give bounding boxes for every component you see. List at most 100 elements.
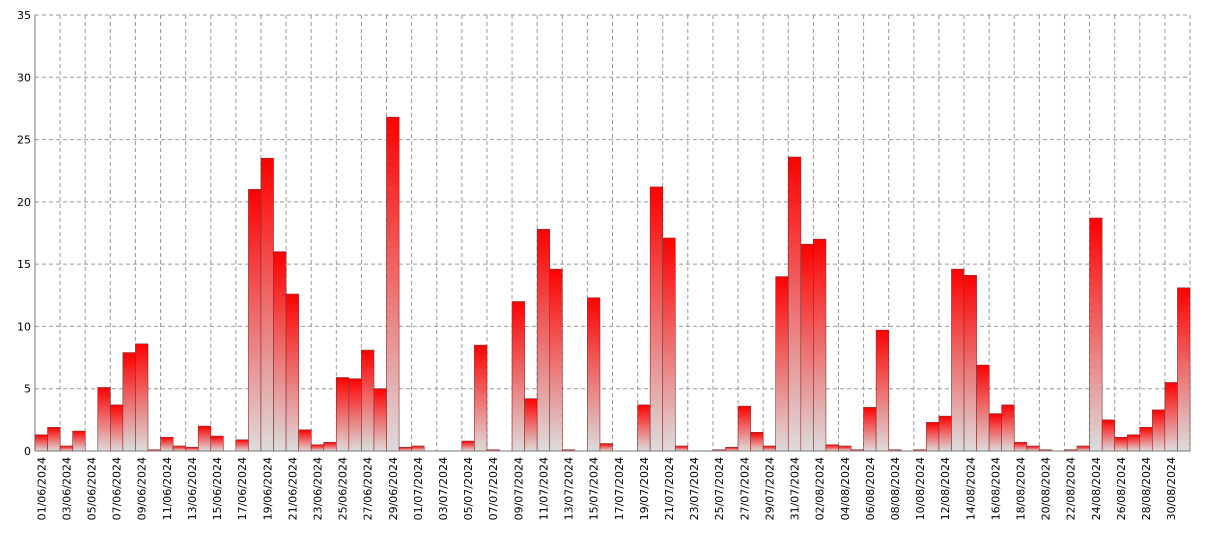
x-tick-label: 11/07/2024 bbox=[537, 457, 550, 520]
x-tick-label: 25/06/2024 bbox=[337, 457, 350, 520]
bar bbox=[813, 238, 827, 452]
bar bbox=[787, 156, 802, 452]
x-tick-label: 24/08/2024 bbox=[1090, 457, 1103, 520]
bar bbox=[1139, 427, 1153, 452]
bar bbox=[210, 435, 224, 452]
bar bbox=[938, 415, 952, 452]
bar bbox=[511, 301, 525, 452]
bar bbox=[587, 297, 601, 452]
bar bbox=[260, 157, 274, 452]
x-tick-label: 15/07/2024 bbox=[588, 457, 601, 520]
bar bbox=[775, 276, 789, 452]
bar bbox=[599, 443, 613, 452]
x-tick-label: 19/07/2024 bbox=[638, 457, 651, 520]
bar bbox=[348, 378, 362, 452]
bar bbox=[411, 445, 425, 452]
x-tick-label: 10/08/2024 bbox=[914, 457, 927, 520]
bar bbox=[536, 228, 551, 452]
y-tick-label: 20 bbox=[17, 196, 31, 209]
bar bbox=[1177, 287, 1191, 452]
y-tick-label: 5 bbox=[24, 383, 31, 396]
bar bbox=[185, 446, 199, 452]
x-tick-label: 13/06/2024 bbox=[186, 457, 199, 520]
bar bbox=[825, 444, 839, 452]
x-tick-label: 06/08/2024 bbox=[864, 457, 877, 520]
bar bbox=[197, 425, 212, 452]
x-tick-label: 31/07/2024 bbox=[789, 457, 802, 520]
bar bbox=[549, 268, 563, 452]
bar bbox=[838, 445, 852, 452]
x-tick-label: 23/06/2024 bbox=[311, 457, 324, 520]
x-tick-label: 16/08/2024 bbox=[989, 457, 1002, 520]
bar bbox=[1089, 217, 1103, 452]
bar bbox=[386, 116, 400, 452]
bar bbox=[762, 445, 777, 452]
y-tick-label: 0 bbox=[24, 445, 31, 458]
bar bbox=[750, 432, 764, 452]
bar bbox=[800, 243, 814, 452]
x-tick-label: 19/06/2024 bbox=[261, 457, 274, 520]
bar bbox=[135, 343, 149, 452]
bar bbox=[1126, 434, 1141, 452]
x-tick-label: 27/06/2024 bbox=[362, 457, 375, 520]
bar bbox=[72, 430, 86, 452]
bar bbox=[737, 405, 751, 452]
bar bbox=[97, 387, 111, 452]
y-tick-label: 25 bbox=[17, 134, 31, 147]
x-tick-label: 14/08/2024 bbox=[964, 457, 977, 520]
bar bbox=[1164, 382, 1178, 452]
y-tick-label: 35 bbox=[17, 9, 31, 22]
bar bbox=[110, 404, 124, 452]
y-tick-label: 15 bbox=[17, 258, 31, 271]
bar bbox=[875, 329, 889, 452]
x-tick-label: 21/06/2024 bbox=[286, 457, 299, 520]
bar bbox=[248, 189, 262, 452]
bar bbox=[310, 444, 325, 452]
bar bbox=[963, 275, 977, 452]
x-tick-label: 01/07/2024 bbox=[412, 457, 425, 520]
bar bbox=[1114, 436, 1128, 452]
bar bbox=[122, 352, 136, 452]
x-tick-label: 11/06/2024 bbox=[161, 457, 174, 520]
bar bbox=[649, 186, 664, 452]
x-tick-label: 15/06/2024 bbox=[211, 457, 224, 520]
x-tick-label: 07/07/2024 bbox=[487, 457, 500, 520]
bar bbox=[172, 445, 186, 452]
x-tick-label: 12/08/2024 bbox=[939, 457, 952, 520]
x-tick-label: 07/06/2024 bbox=[111, 457, 124, 520]
bar bbox=[976, 364, 990, 452]
y-tick-label: 30 bbox=[17, 71, 31, 84]
x-tick-label: 13/07/2024 bbox=[563, 457, 576, 520]
bar bbox=[1001, 404, 1015, 452]
x-tick-label: 01/06/2024 bbox=[35, 457, 48, 520]
x-tick-label: 17/06/2024 bbox=[236, 457, 249, 520]
x-tick-label: 05/07/2024 bbox=[462, 457, 475, 520]
bar bbox=[285, 293, 299, 452]
bar bbox=[926, 422, 940, 452]
bar bbox=[637, 404, 651, 452]
bar bbox=[398, 446, 412, 452]
x-tick-label: 09/07/2024 bbox=[512, 457, 525, 520]
x-tick-label: 23/07/2024 bbox=[688, 457, 701, 520]
bar bbox=[988, 413, 1002, 452]
x-tick-label: 05/06/2024 bbox=[85, 457, 98, 520]
x-tick-label: 17/07/2024 bbox=[613, 457, 626, 520]
x-tick-label: 22/08/2024 bbox=[1065, 457, 1078, 520]
x-tick-label: 03/06/2024 bbox=[60, 457, 73, 520]
x-tick-label: 03/07/2024 bbox=[437, 457, 450, 520]
bar bbox=[273, 251, 287, 452]
bar bbox=[235, 439, 249, 452]
bar bbox=[674, 445, 689, 452]
bar bbox=[47, 427, 61, 452]
x-tick-label: 27/07/2024 bbox=[738, 457, 751, 520]
bar bbox=[524, 398, 538, 452]
bar bbox=[336, 377, 350, 452]
bar bbox=[298, 429, 312, 452]
x-tick-label: 26/08/2024 bbox=[1115, 457, 1128, 520]
x-tick-label: 02/08/2024 bbox=[814, 457, 827, 520]
x-tick-label: 28/08/2024 bbox=[1140, 457, 1153, 520]
bar bbox=[1076, 445, 1090, 452]
x-tick-label: 20/08/2024 bbox=[1040, 457, 1053, 520]
x-tick-label: 04/08/2024 bbox=[839, 457, 852, 520]
